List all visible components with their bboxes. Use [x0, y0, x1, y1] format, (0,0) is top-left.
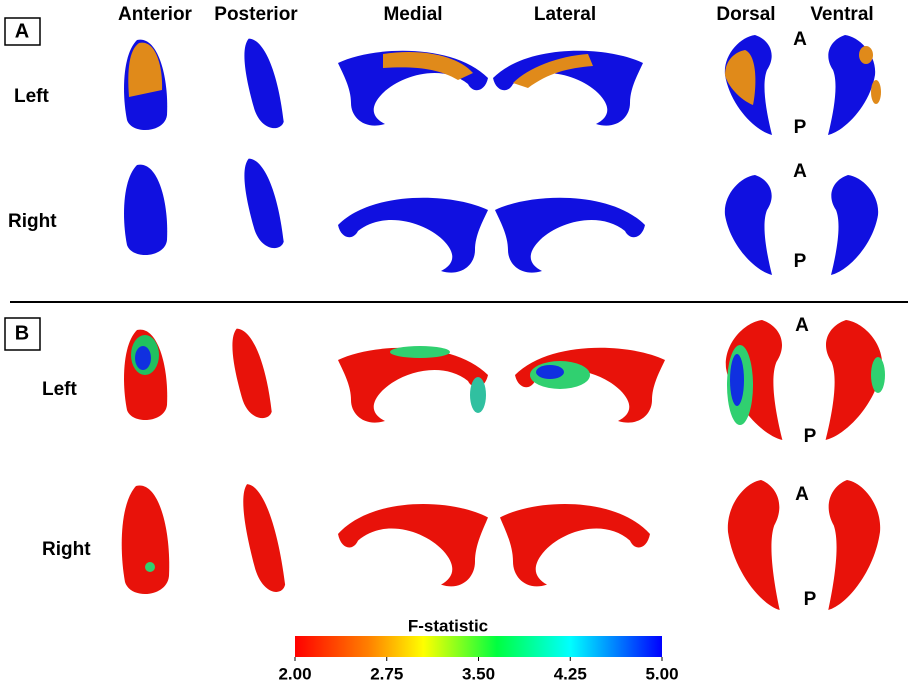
- column-header: Lateral: [534, 4, 596, 25]
- tick-label: 4.25: [554, 664, 587, 683]
- colorbar: [295, 636, 662, 657]
- row-label: Right: [8, 211, 57, 232]
- column-header: Ventral: [810, 4, 873, 25]
- orientation-label: A: [793, 29, 807, 50]
- orientation-label: P: [804, 426, 817, 447]
- colorbar-ticks: 2.00 2.75 3.50 4.25 5.00: [278, 657, 679, 683]
- orientation-label: A: [793, 161, 807, 182]
- panel-box: [4, 17, 41, 46]
- tick-label: 2.00: [278, 664, 311, 683]
- hippocampus-shapes: [121, 480, 881, 610]
- colorbar-title: F-statistic: [408, 616, 488, 635]
- row-label: Left: [14, 86, 50, 107]
- tick-label: 2.75: [370, 664, 403, 683]
- orientation-label: P: [794, 251, 807, 272]
- orientation-label: A: [795, 484, 809, 505]
- column-header: Dorsal: [716, 4, 775, 25]
- hippocampus-shapes: [124, 320, 885, 440]
- panel-label: B: [15, 322, 29, 344]
- hippocampus-shapes: [124, 35, 881, 135]
- column-header: Posterior: [214, 4, 298, 25]
- orientation-label: P: [804, 589, 817, 610]
- column-header: Anterior: [118, 4, 193, 25]
- panel-box: [4, 317, 41, 351]
- orientation-label: P: [794, 117, 807, 138]
- orientation-label: A: [795, 315, 809, 336]
- column-header: Medial: [383, 4, 442, 25]
- tick-label: 5.00: [645, 664, 678, 683]
- row-label: Left: [42, 379, 78, 400]
- hippocampus-shapes: [124, 155, 879, 275]
- row-label: Right: [42, 539, 91, 560]
- tick-label: 3.50: [462, 664, 495, 683]
- panel-label: A: [15, 20, 29, 42]
